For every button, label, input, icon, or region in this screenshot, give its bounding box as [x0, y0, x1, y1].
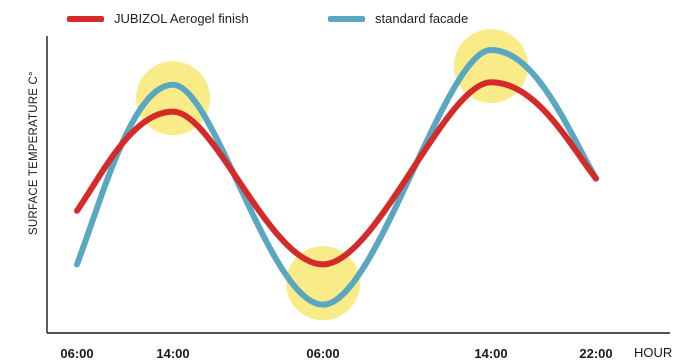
x-tick-label: 14:00	[474, 346, 507, 361]
x-tick-labels: 06:00 14:00 06:00 14:00 22:00	[60, 346, 612, 361]
x-tick-label: 06:00	[60, 346, 93, 361]
x-tick-label: 14:00	[156, 346, 189, 361]
x-tick-label: 06:00	[306, 346, 339, 361]
x-axis-title: HOUR	[634, 345, 672, 360]
x-tick-label: 22:00	[579, 346, 612, 361]
legend-label-aerogel: JUBIZOL Aerogel finish	[114, 11, 249, 26]
legend: JUBIZOL Aerogel finish standard facade	[67, 11, 468, 26]
legend-swatch-aerogel	[67, 16, 104, 22]
series-line-standard-facade	[74, 47, 599, 308]
y-axis-title: SURFACE TEMPERATURE C°	[28, 71, 40, 235]
series-line-aerogel	[74, 79, 599, 268]
highlight-circle-2	[286, 246, 360, 321]
legend-label-standard: standard facade	[375, 11, 468, 26]
legend-swatch-standard	[328, 16, 365, 22]
series-lines	[74, 47, 599, 308]
highlight-markers	[136, 29, 528, 321]
